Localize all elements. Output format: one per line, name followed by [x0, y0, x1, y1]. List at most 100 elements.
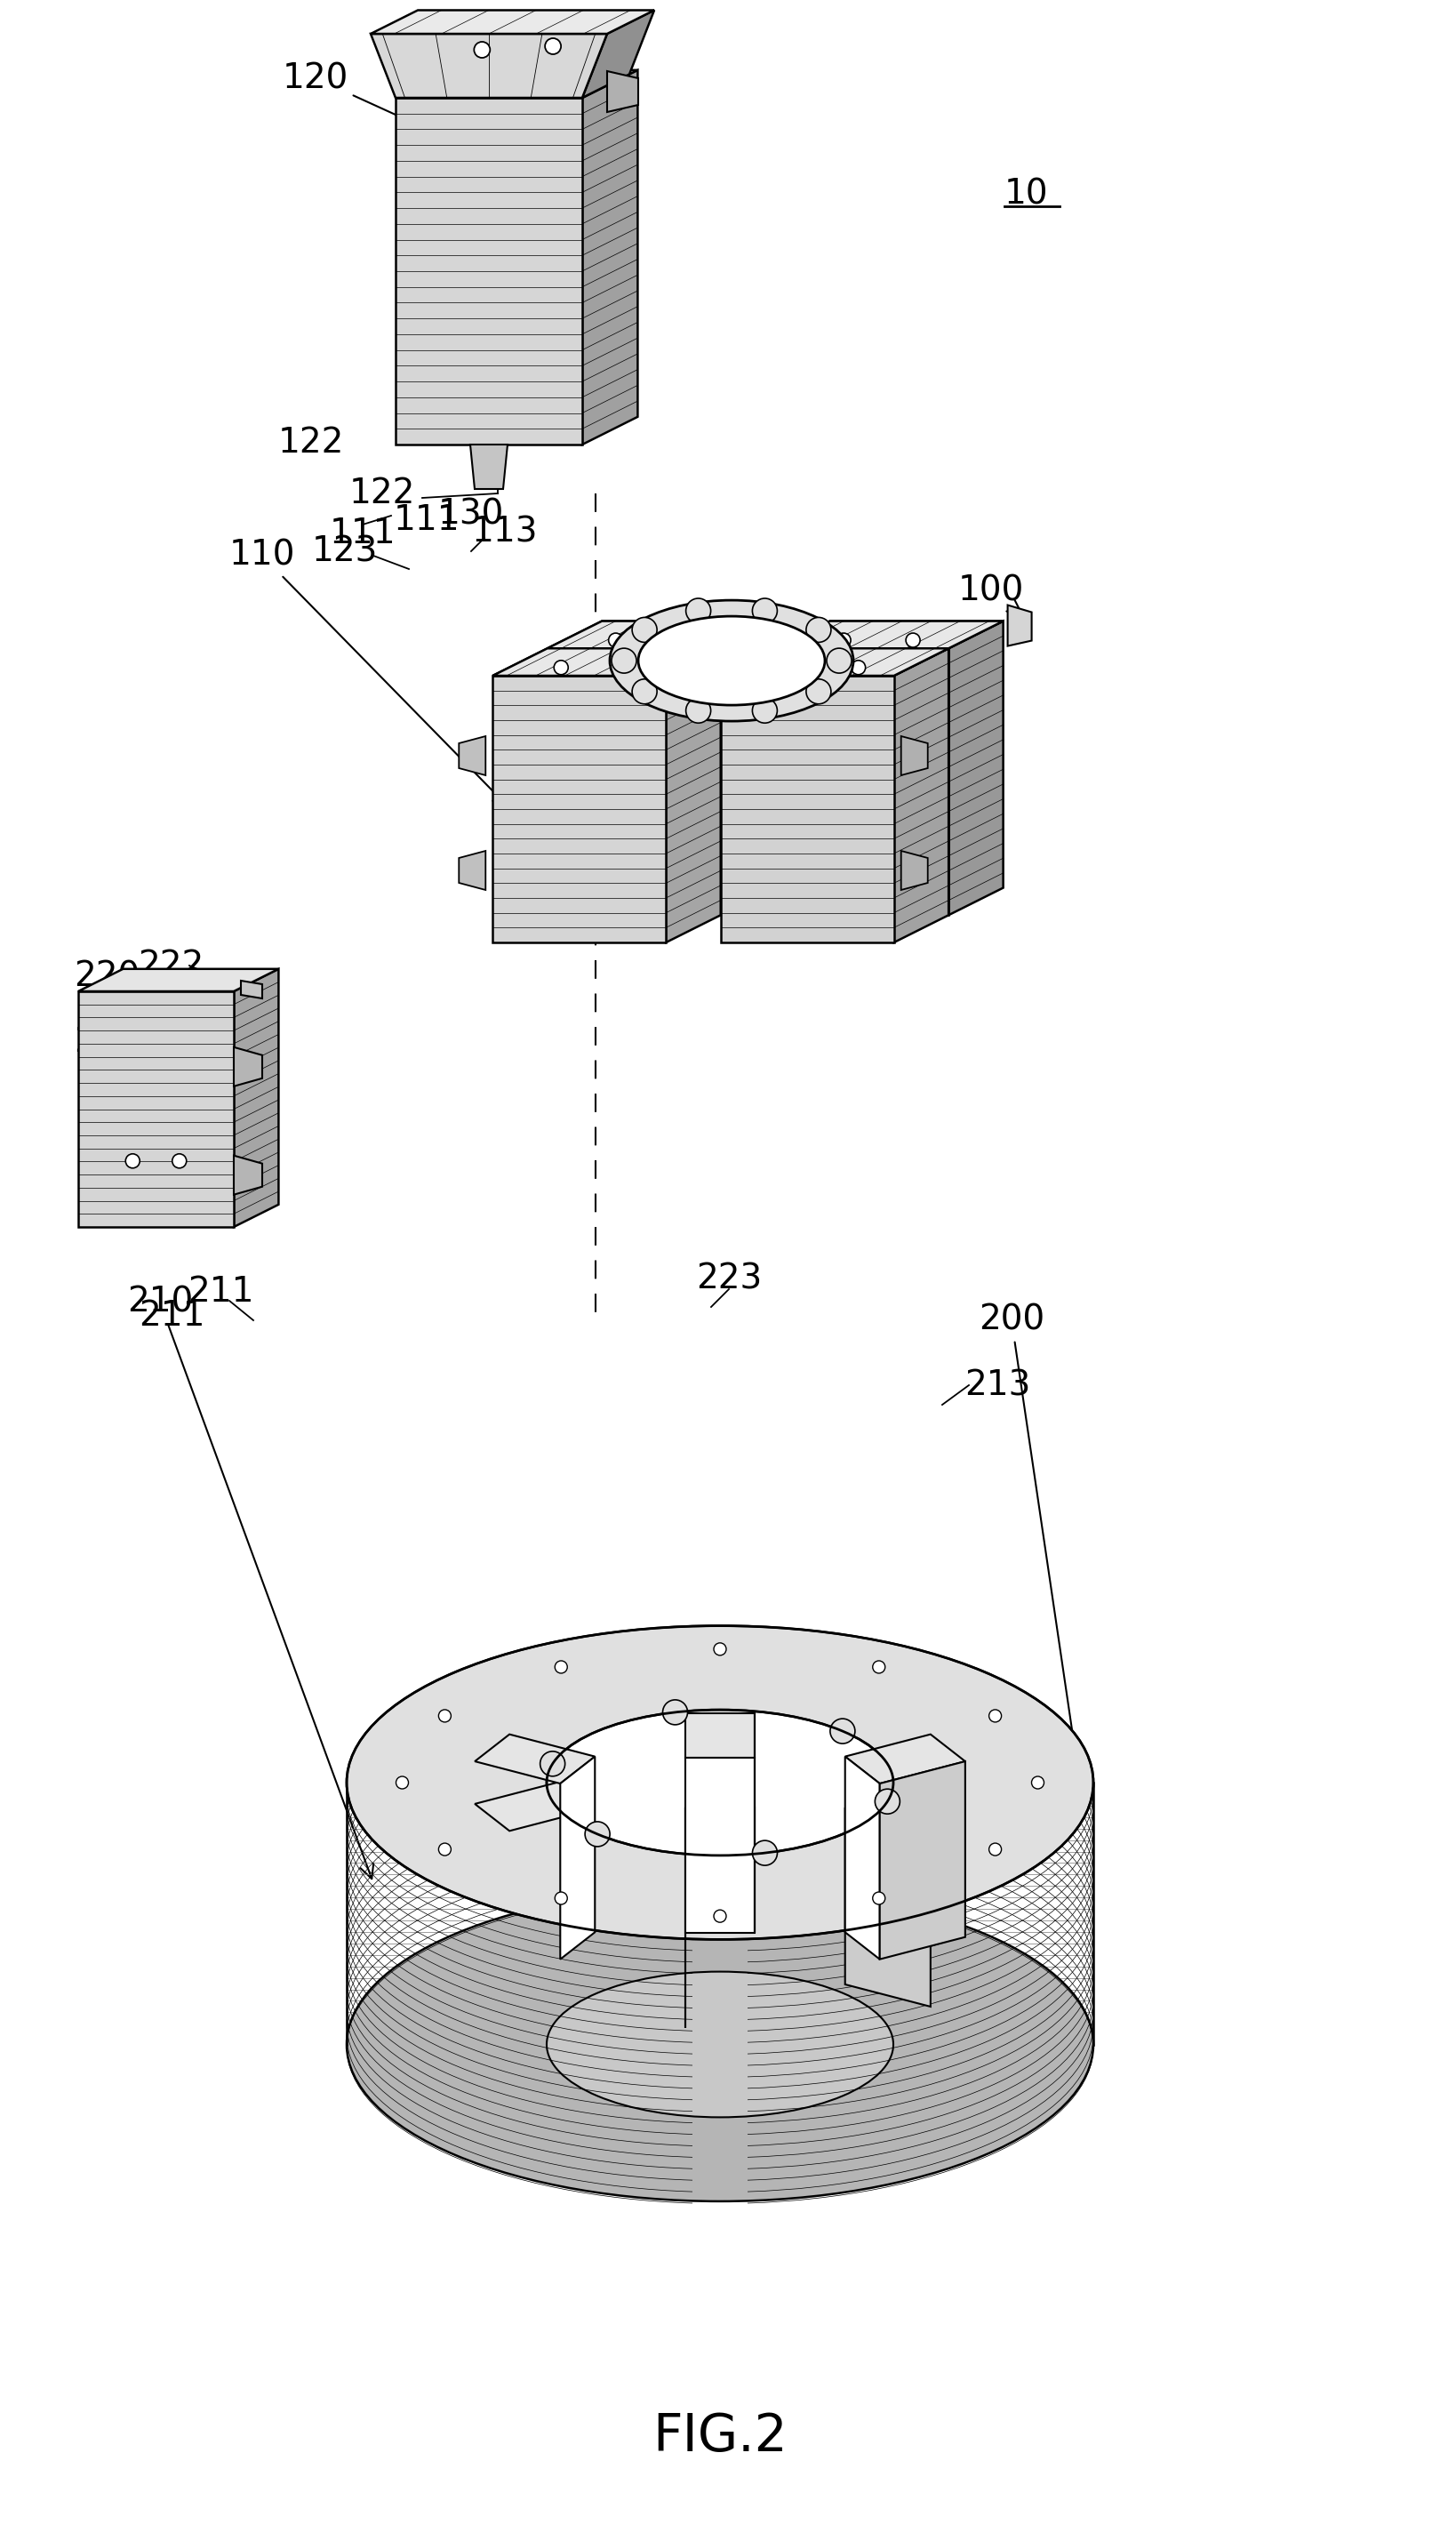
Circle shape: [632, 619, 657, 641]
Polygon shape: [240, 980, 262, 997]
Text: 113: 113: [472, 515, 539, 548]
Circle shape: [713, 1909, 727, 1922]
Polygon shape: [844, 1783, 965, 1831]
Polygon shape: [721, 621, 775, 914]
Text: 210: 210: [127, 1285, 374, 1879]
Polygon shape: [582, 10, 654, 98]
Polygon shape: [721, 649, 949, 677]
Polygon shape: [901, 737, 927, 775]
Circle shape: [545, 38, 561, 53]
Text: 130: 130: [438, 497, 504, 530]
Text: 220: 220: [74, 960, 140, 1194]
Circle shape: [172, 1154, 186, 1169]
Circle shape: [678, 634, 692, 646]
Polygon shape: [492, 677, 665, 942]
Polygon shape: [561, 1757, 596, 1959]
Circle shape: [553, 662, 568, 674]
Polygon shape: [475, 1783, 596, 1831]
Polygon shape: [894, 649, 949, 942]
Polygon shape: [686, 1712, 754, 1757]
Ellipse shape: [638, 616, 826, 704]
Polygon shape: [775, 621, 1003, 649]
Ellipse shape: [546, 1709, 894, 1856]
Polygon shape: [547, 621, 775, 649]
Text: 122: 122: [349, 477, 415, 510]
Circle shape: [872, 1891, 885, 1904]
Polygon shape: [547, 649, 721, 914]
Circle shape: [782, 662, 796, 674]
Circle shape: [609, 634, 623, 646]
Text: 122: 122: [278, 427, 344, 460]
Ellipse shape: [347, 1889, 1093, 2202]
Circle shape: [830, 1720, 855, 1745]
Text: 211: 211: [138, 1298, 205, 1333]
Ellipse shape: [347, 1626, 1093, 1939]
Text: 223: 223: [696, 1262, 761, 1295]
Circle shape: [837, 634, 850, 646]
Circle shape: [632, 679, 657, 704]
Polygon shape: [775, 621, 1003, 649]
Text: 211: 211: [188, 1275, 253, 1308]
Polygon shape: [661, 1626, 1093, 2202]
Circle shape: [713, 1644, 727, 1656]
Polygon shape: [844, 1735, 965, 1783]
Circle shape: [662, 1699, 687, 1725]
Polygon shape: [1008, 606, 1032, 646]
Ellipse shape: [610, 601, 853, 722]
Polygon shape: [396, 98, 582, 444]
Text: 123: 123: [312, 535, 379, 568]
Circle shape: [585, 1821, 610, 1846]
Text: FIG.2: FIG.2: [652, 2411, 788, 2462]
Circle shape: [686, 598, 711, 624]
Polygon shape: [844, 1757, 879, 1959]
Polygon shape: [665, 649, 721, 942]
Circle shape: [555, 1891, 568, 1904]
Circle shape: [807, 679, 831, 704]
Text: 111: 111: [393, 502, 460, 538]
Text: 222: 222: [74, 1025, 140, 1058]
Polygon shape: [492, 649, 721, 677]
Circle shape: [827, 649, 852, 674]
Polygon shape: [79, 970, 278, 992]
Circle shape: [396, 1778, 409, 1788]
Polygon shape: [492, 649, 721, 677]
Circle shape: [872, 1661, 885, 1674]
Polygon shape: [901, 851, 927, 889]
Polygon shape: [459, 851, 486, 889]
Polygon shape: [79, 992, 234, 1227]
Polygon shape: [949, 621, 1003, 914]
Polygon shape: [721, 649, 949, 677]
Polygon shape: [607, 71, 638, 111]
Polygon shape: [686, 1808, 754, 1853]
Polygon shape: [347, 1626, 779, 2202]
Circle shape: [989, 1709, 1002, 1722]
Polygon shape: [879, 1762, 965, 1959]
Circle shape: [906, 634, 920, 646]
Polygon shape: [582, 71, 638, 444]
Circle shape: [555, 1661, 568, 1674]
Text: 120: 120: [282, 61, 451, 141]
Polygon shape: [234, 970, 278, 1227]
Ellipse shape: [546, 1972, 894, 2118]
Circle shape: [612, 649, 636, 674]
Circle shape: [753, 1841, 778, 1866]
Polygon shape: [459, 737, 486, 775]
Polygon shape: [371, 10, 654, 33]
Text: 222: 222: [138, 949, 204, 982]
Polygon shape: [547, 621, 775, 649]
Circle shape: [753, 697, 778, 722]
Polygon shape: [775, 649, 949, 914]
Text: 200: 200: [978, 1303, 1089, 1810]
Circle shape: [623, 662, 638, 674]
Text: 10: 10: [1005, 177, 1048, 210]
Polygon shape: [371, 33, 607, 98]
Circle shape: [475, 43, 491, 58]
Circle shape: [1031, 1778, 1044, 1788]
Circle shape: [686, 697, 711, 722]
Polygon shape: [234, 1156, 262, 1194]
Circle shape: [438, 1709, 451, 1722]
Text: 213: 213: [964, 1369, 1031, 1401]
Polygon shape: [686, 1757, 754, 1934]
Circle shape: [807, 619, 831, 641]
Text: 122: 122: [473, 53, 601, 184]
